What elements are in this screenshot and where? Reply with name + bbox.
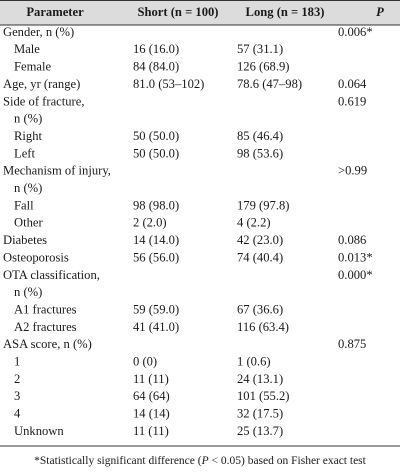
p-value: 0.013* <box>338 250 373 264</box>
row-label: n (%) <box>14 112 42 126</box>
row-label: Other <box>14 216 43 230</box>
row-label: 2 <box>14 372 20 386</box>
row-label: Right <box>14 129 42 143</box>
footnote-text: *Statistically significant difference ( <box>34 455 202 467</box>
cell: 50 (50.0) <box>133 129 179 143</box>
cell: 84 (84.0) <box>133 60 179 74</box>
row-label: 3 <box>14 389 20 403</box>
cell: 2 (2.0) <box>133 216 167 230</box>
cell: 32 (17.5) <box>237 407 283 421</box>
row-label: Left <box>14 146 35 160</box>
p-value: 0.086 <box>338 233 366 247</box>
row-label: Fall <box>14 198 34 212</box>
cell: 116 (63.4) <box>237 320 289 334</box>
cell: 50 (50.0) <box>133 146 179 160</box>
row-label: OTA classification, <box>3 268 100 282</box>
cell: 56 (56.0) <box>133 250 179 264</box>
header-cell: Parameter <box>26 5 84 19</box>
footnote: *Statistically significant difference (P… <box>34 455 367 467</box>
header-cell: Long (n = 183) <box>246 5 325 19</box>
cell: 41 (41.0) <box>133 320 179 334</box>
cell: 85 (46.4) <box>237 129 283 143</box>
row-label: ASA score, n (%) <box>3 337 92 351</box>
cell: 11 (11) <box>133 424 169 438</box>
row-label: Osteoporosis <box>3 250 69 264</box>
row-label: n (%) <box>14 285 42 299</box>
row-label: Unknown <box>14 424 64 438</box>
cell: 25 (13.7) <box>237 424 283 438</box>
row-label: Side of fracture, <box>3 94 84 108</box>
cell: 78.6 (47–98) <box>237 77 302 91</box>
cell: 81.0 (53–102) <box>133 77 204 91</box>
row-label: Diabetes <box>3 233 47 247</box>
cell: 98 (53.6) <box>237 146 283 160</box>
cell: 74 (40.4) <box>237 250 283 264</box>
row-label: Mechanism of injury, <box>3 164 111 178</box>
header-cell: P <box>376 5 384 19</box>
p-value: >0.99 <box>338 164 367 178</box>
p-value: 0.006* <box>338 25 373 39</box>
cell: 126 (68.9) <box>237 60 289 74</box>
p-value: 0.064 <box>338 77 367 91</box>
cell: 1 (0.6) <box>237 355 271 369</box>
cell: 57 (31.1) <box>237 42 283 56</box>
cell: 14 (14) <box>133 407 170 421</box>
cell: 64 (64) <box>133 389 170 403</box>
cell: 179 (97.8) <box>237 198 289 212</box>
row-label: A1 fractures <box>14 302 77 316</box>
row-label: 1 <box>14 355 20 369</box>
cell: 16 (16.0) <box>133 42 179 56</box>
p-value: 0.000* <box>338 268 373 282</box>
cell: 59 (59.0) <box>133 302 179 316</box>
cell: 11 (11) <box>133 372 169 386</box>
header-background <box>0 0 400 25</box>
row-label: Gender, n (%) <box>3 25 74 39</box>
cell: 24 (13.1) <box>237 372 283 386</box>
footnote-text: < 0.05) based on Fisher exact test <box>209 455 367 467</box>
cell: 14 (14.0) <box>133 233 179 247</box>
cell: 42 (23.0) <box>237 233 283 247</box>
cell: 67 (36.6) <box>237 302 283 316</box>
p-value: 0.619 <box>338 94 366 108</box>
row-label: Age, yr (range) <box>3 77 80 91</box>
cell: 0 (0) <box>133 355 157 369</box>
cell: 98 (98.0) <box>133 198 179 212</box>
row-label: 4 <box>14 407 21 421</box>
row-label: n (%) <box>14 181 42 195</box>
row-label: Female <box>14 60 51 74</box>
footnote-text: P <box>201 455 209 467</box>
p-value: 0.875 <box>338 337 366 351</box>
header-cell: Short (n = 100) <box>138 5 219 19</box>
cell: 4 (2.2) <box>237 216 271 230</box>
row-label: A2 fractures <box>14 320 77 334</box>
cell: 101 (55.2) <box>237 389 289 403</box>
row-label: Male <box>14 42 40 56</box>
